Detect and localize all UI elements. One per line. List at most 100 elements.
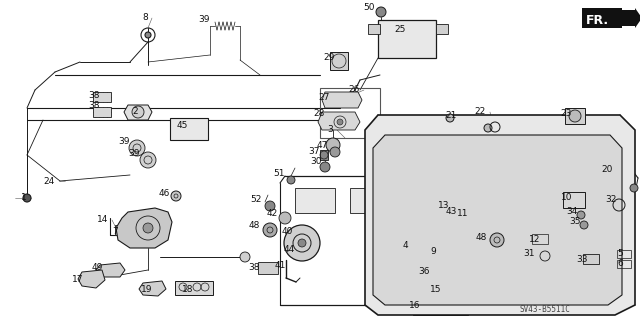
Bar xyxy=(295,188,335,213)
Text: 4: 4 xyxy=(403,241,408,249)
Text: 19: 19 xyxy=(141,285,152,293)
Text: 31: 31 xyxy=(524,249,535,257)
Text: 30: 30 xyxy=(310,157,322,166)
Bar xyxy=(115,225,127,235)
Circle shape xyxy=(240,252,250,262)
Bar xyxy=(583,254,599,264)
Circle shape xyxy=(171,191,181,201)
Circle shape xyxy=(484,124,492,132)
Text: 16: 16 xyxy=(408,300,420,309)
Text: 38: 38 xyxy=(88,100,100,109)
Text: 10: 10 xyxy=(561,194,572,203)
Bar xyxy=(450,188,478,210)
Text: 43: 43 xyxy=(445,206,457,216)
Circle shape xyxy=(263,223,277,237)
Text: 41: 41 xyxy=(275,261,286,270)
Text: 50: 50 xyxy=(364,4,375,12)
Text: 38: 38 xyxy=(248,263,260,272)
Circle shape xyxy=(265,201,275,211)
Bar xyxy=(565,108,585,124)
Text: 44: 44 xyxy=(284,246,295,255)
Bar xyxy=(563,192,585,208)
Polygon shape xyxy=(373,135,622,305)
Bar xyxy=(93,107,111,117)
Bar xyxy=(413,295,468,315)
Circle shape xyxy=(326,138,340,152)
Polygon shape xyxy=(620,8,640,28)
Text: 51: 51 xyxy=(273,169,285,179)
Bar xyxy=(320,88,380,138)
Text: 29: 29 xyxy=(324,54,335,63)
Text: 36: 36 xyxy=(419,268,430,277)
Text: 27: 27 xyxy=(319,93,330,101)
Circle shape xyxy=(129,140,145,156)
Text: 24: 24 xyxy=(44,176,55,186)
Text: 34: 34 xyxy=(566,207,578,217)
Polygon shape xyxy=(124,105,152,120)
Text: 48: 48 xyxy=(248,220,260,229)
Circle shape xyxy=(431,243,455,267)
Text: SV43-B5511C: SV43-B5511C xyxy=(520,305,571,314)
Text: 14: 14 xyxy=(97,216,108,225)
Circle shape xyxy=(577,211,585,219)
Text: 1: 1 xyxy=(21,194,27,203)
Bar xyxy=(408,240,426,254)
Text: 46: 46 xyxy=(159,189,170,197)
Text: 38: 38 xyxy=(88,91,100,100)
Circle shape xyxy=(630,184,638,192)
Circle shape xyxy=(337,119,343,125)
Text: 26: 26 xyxy=(349,85,360,94)
Text: 47: 47 xyxy=(317,140,328,150)
Circle shape xyxy=(490,233,504,247)
Text: 28: 28 xyxy=(314,108,325,117)
Circle shape xyxy=(279,212,291,224)
Bar xyxy=(617,250,631,258)
Polygon shape xyxy=(320,150,328,160)
Circle shape xyxy=(320,162,330,172)
Text: 17: 17 xyxy=(72,275,83,284)
Text: 15: 15 xyxy=(429,286,441,294)
Text: 40: 40 xyxy=(282,227,293,236)
Circle shape xyxy=(287,176,295,184)
Circle shape xyxy=(284,225,320,261)
Circle shape xyxy=(376,7,386,17)
Polygon shape xyxy=(318,112,360,130)
Text: 3: 3 xyxy=(327,125,333,135)
Circle shape xyxy=(580,221,588,229)
Circle shape xyxy=(132,106,144,118)
Text: 13: 13 xyxy=(438,201,449,210)
Polygon shape xyxy=(116,208,172,248)
Circle shape xyxy=(446,114,454,122)
Circle shape xyxy=(298,239,306,247)
Text: 35: 35 xyxy=(570,218,581,226)
Polygon shape xyxy=(78,270,105,288)
Text: 45: 45 xyxy=(177,122,188,130)
Polygon shape xyxy=(139,281,166,296)
Text: 39: 39 xyxy=(118,137,130,145)
Text: 39: 39 xyxy=(198,16,210,25)
Circle shape xyxy=(145,32,151,38)
Polygon shape xyxy=(322,92,362,108)
Circle shape xyxy=(448,203,462,217)
Circle shape xyxy=(23,194,31,202)
Bar xyxy=(436,24,448,34)
Bar xyxy=(617,260,631,268)
Polygon shape xyxy=(365,115,635,315)
Text: 23: 23 xyxy=(561,108,572,117)
Text: 7: 7 xyxy=(112,227,118,236)
Text: 37: 37 xyxy=(308,147,320,157)
Bar xyxy=(175,281,213,295)
Text: 9: 9 xyxy=(430,248,436,256)
Text: FR.: FR. xyxy=(586,13,609,26)
Text: 39: 39 xyxy=(129,149,140,158)
Bar xyxy=(378,20,436,58)
Polygon shape xyxy=(96,263,125,277)
Bar xyxy=(410,188,438,210)
Circle shape xyxy=(430,270,446,286)
Text: 18: 18 xyxy=(182,286,193,294)
Circle shape xyxy=(569,110,581,122)
Circle shape xyxy=(440,252,446,258)
Bar xyxy=(532,234,548,244)
Text: 11: 11 xyxy=(456,209,468,218)
Bar xyxy=(368,24,380,34)
